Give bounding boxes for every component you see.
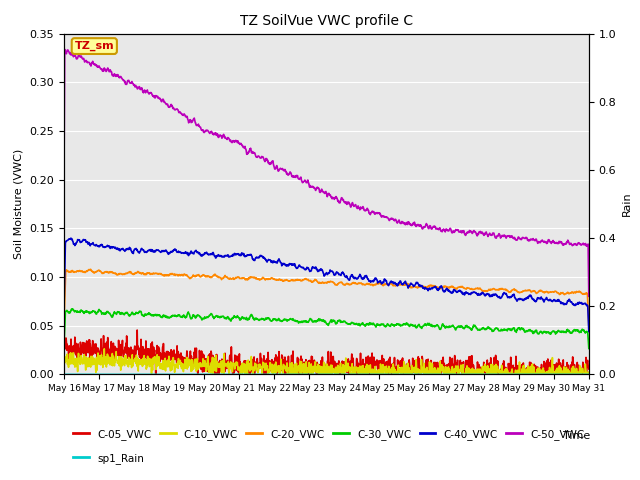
C-20_VWC	[359, 282, 367, 288]
C-40_VWC	[585, 329, 593, 335]
C-30_VWC	[359, 320, 367, 326]
C-05_VWC	[133, 327, 141, 333]
Line: C-30_VWC: C-30_VWC	[64, 309, 589, 348]
C-05_VWC	[122, 340, 130, 346]
Line: C-20_VWC: C-20_VWC	[64, 269, 589, 326]
C-30_VWC	[60, 342, 68, 348]
C-40_VWC	[283, 263, 291, 269]
C-50_VWC	[101, 67, 109, 72]
Line: C-40_VWC: C-40_VWC	[64, 238, 589, 332]
C-05_VWC	[100, 348, 108, 353]
C-20_VWC	[101, 269, 109, 275]
C-10_VWC	[284, 371, 291, 377]
C-40_VWC	[294, 264, 301, 270]
C-10_VWC	[122, 355, 130, 361]
Title: TZ SoilVue VWC profile C: TZ SoilVue VWC profile C	[240, 14, 413, 28]
Line: C-05_VWC: C-05_VWC	[64, 330, 589, 374]
C-10_VWC	[585, 371, 593, 377]
C-50_VWC	[303, 178, 311, 184]
Line: C-10_VWC: C-10_VWC	[64, 349, 589, 374]
C-20_VWC	[585, 323, 593, 329]
C-20_VWC	[122, 270, 130, 276]
C-20_VWC	[294, 277, 301, 283]
C-50_VWC	[585, 293, 593, 299]
C-40_VWC	[122, 246, 130, 252]
C-30_VWC	[585, 346, 593, 351]
C-20_VWC	[303, 277, 311, 283]
C-40_VWC	[101, 244, 109, 250]
C-30_VWC	[101, 312, 109, 317]
C-50_VWC	[294, 175, 301, 180]
C-50_VWC	[283, 170, 291, 176]
Y-axis label: Rain: Rain	[622, 192, 632, 216]
C-05_VWC	[304, 362, 312, 368]
C-20_VWC	[60, 320, 68, 325]
Line: C-50_VWC: C-50_VWC	[64, 49, 589, 296]
C-05_VWC	[60, 341, 68, 347]
C-05_VWC	[294, 357, 302, 363]
C-50_VWC	[359, 204, 367, 209]
C-40_VWC	[67, 235, 75, 241]
C-10_VWC	[209, 372, 217, 377]
Legend: sp1_Rain: sp1_Rain	[69, 449, 148, 468]
C-05_VWC	[211, 372, 219, 377]
C-30_VWC	[122, 310, 130, 315]
C-20_VWC	[87, 266, 95, 272]
C-05_VWC	[360, 368, 367, 374]
C-30_VWC	[69, 306, 77, 312]
C-40_VWC	[303, 265, 311, 271]
C-10_VWC	[101, 361, 109, 367]
C-40_VWC	[359, 276, 367, 282]
C-30_VWC	[283, 318, 291, 324]
C-40_VWC	[60, 306, 68, 312]
C-10_VWC	[304, 365, 312, 371]
C-10_VWC	[294, 365, 302, 371]
Y-axis label: Soil Moisture (VWC): Soil Moisture (VWC)	[14, 149, 24, 259]
C-10_VWC	[360, 367, 367, 372]
C-10_VWC	[100, 346, 108, 352]
C-50_VWC	[61, 47, 68, 52]
C-10_VWC	[60, 354, 68, 360]
C-05_VWC	[284, 371, 291, 376]
Text: TZ_sm: TZ_sm	[74, 41, 114, 51]
C-30_VWC	[294, 319, 301, 324]
C-20_VWC	[283, 277, 291, 283]
C-30_VWC	[303, 319, 311, 325]
C-50_VWC	[122, 81, 130, 87]
Text: Time: Time	[563, 431, 591, 441]
C-50_VWC	[60, 176, 68, 181]
C-05_VWC	[585, 366, 593, 372]
